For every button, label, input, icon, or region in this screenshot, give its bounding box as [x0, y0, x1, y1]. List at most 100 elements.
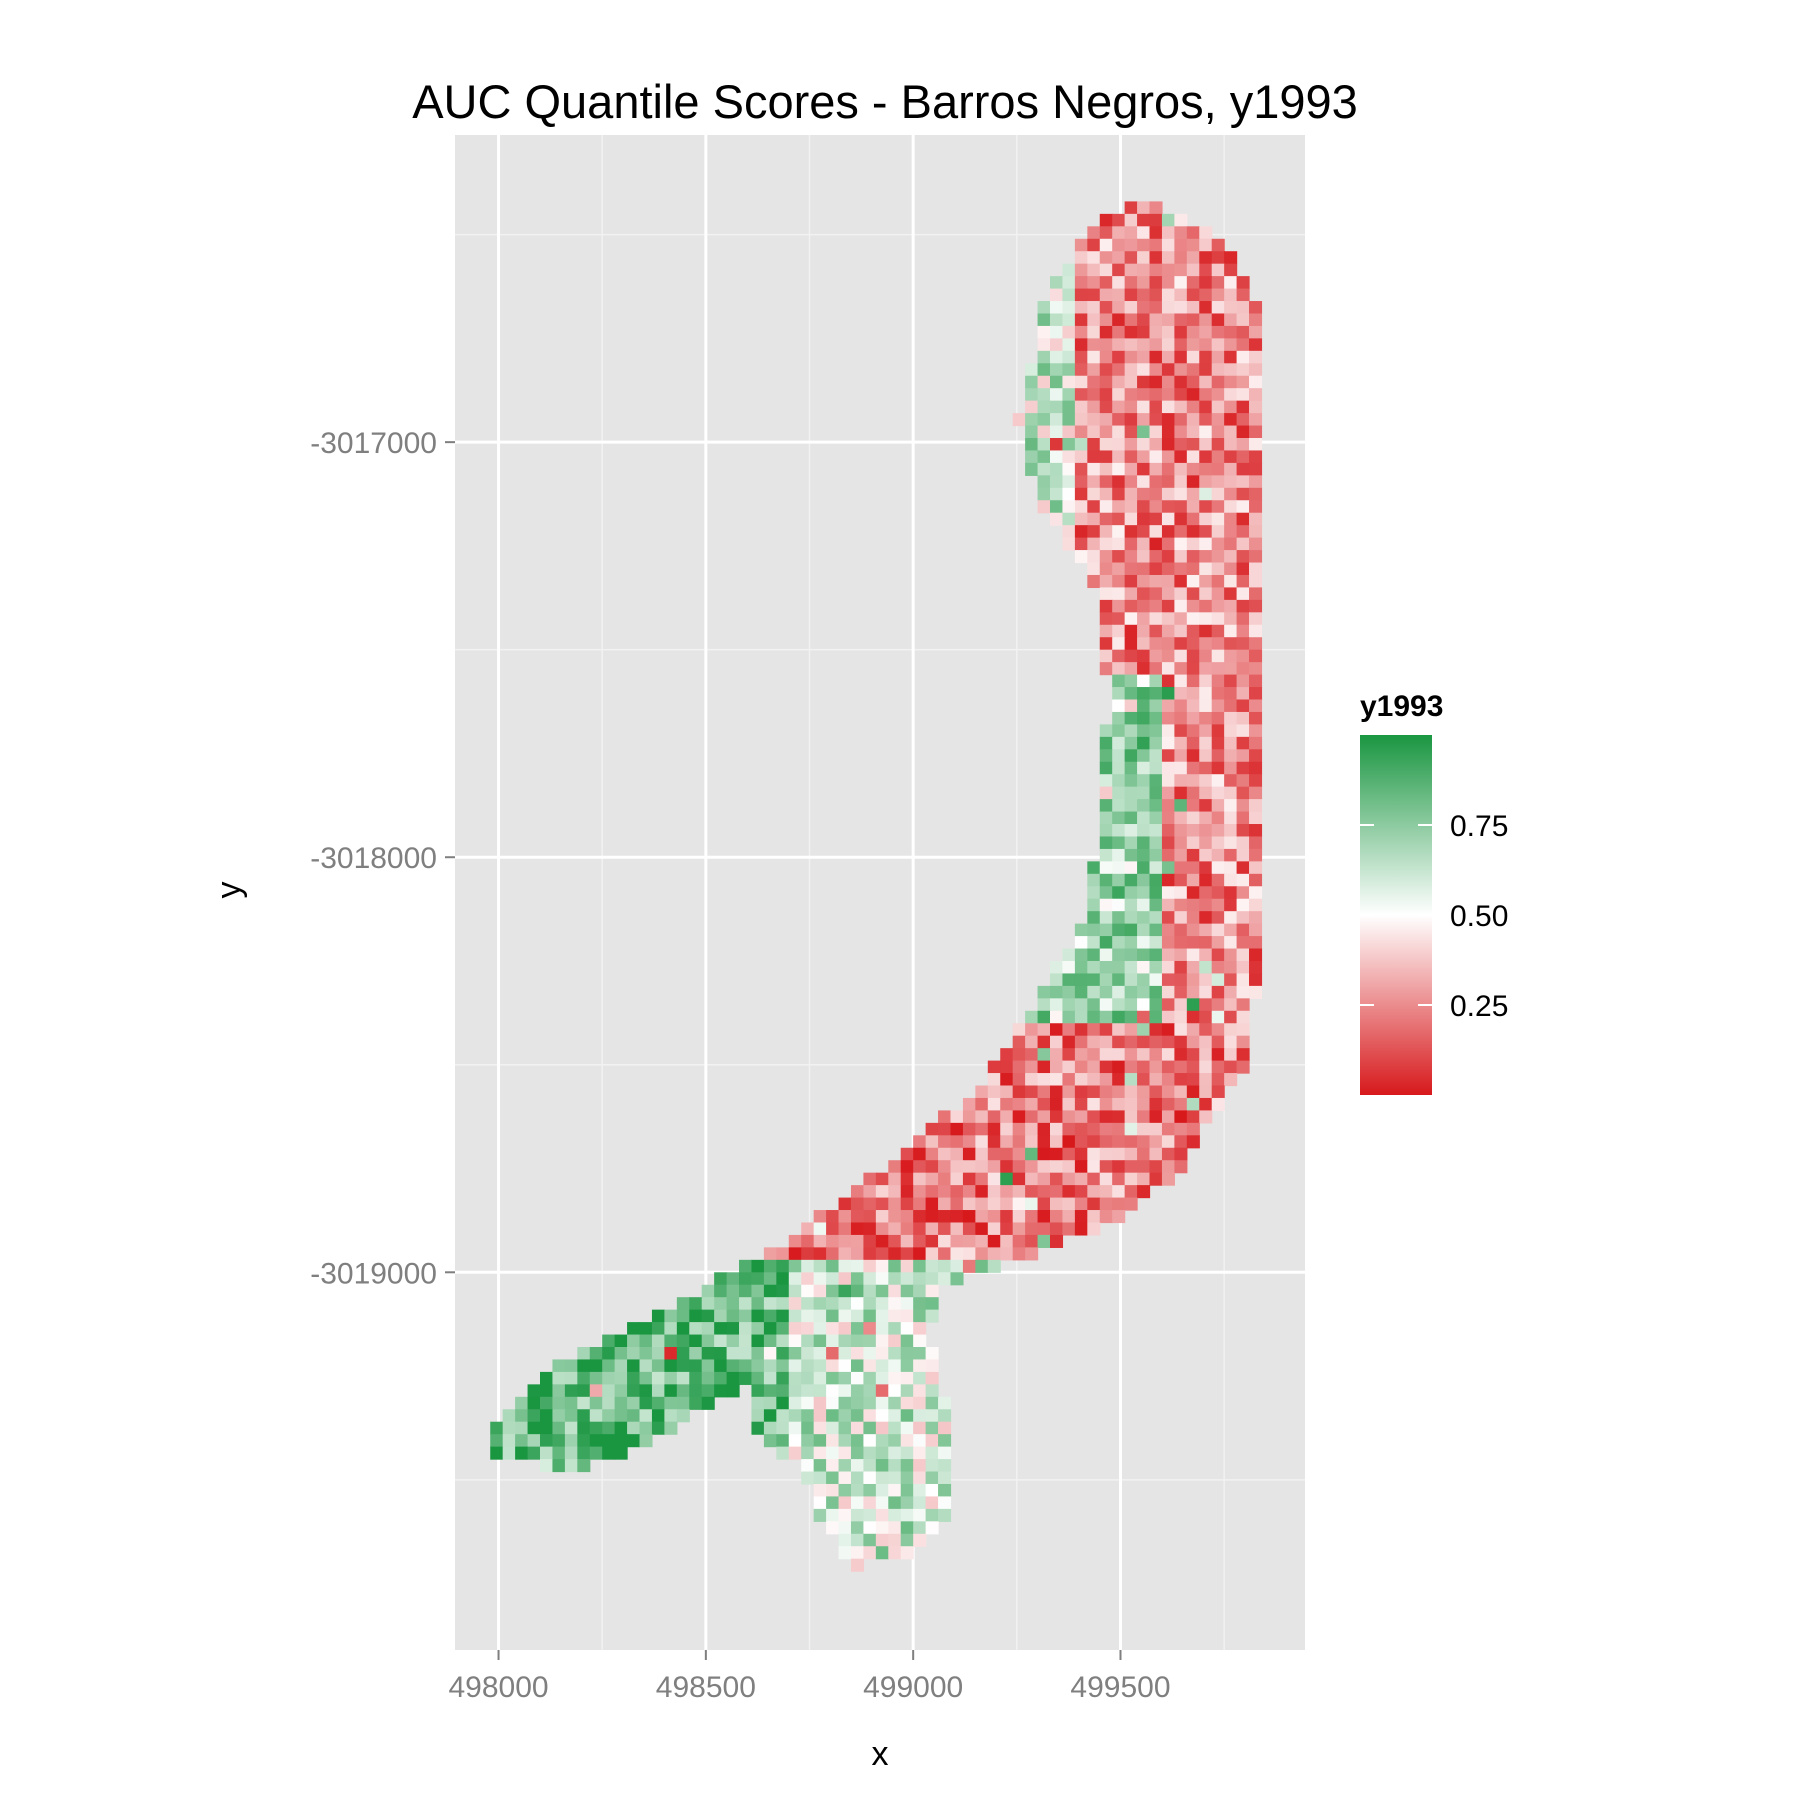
heatmap-cell — [925, 1421, 939, 1435]
heatmap-cell — [1074, 338, 1088, 352]
heatmap-cell — [1099, 301, 1113, 315]
heatmap-cell — [676, 1322, 690, 1336]
heatmap-cell — [1137, 512, 1151, 526]
heatmap-cell — [1137, 612, 1151, 626]
heatmap-cell — [763, 1259, 777, 1273]
heatmap-cell — [1186, 276, 1200, 290]
heatmap-cell — [1074, 1010, 1088, 1024]
heatmap-cell — [1137, 475, 1151, 489]
heatmap-cell — [1099, 562, 1113, 576]
heatmap-cell — [1249, 761, 1263, 775]
heatmap-cell — [1087, 1172, 1101, 1186]
heatmap-cell — [726, 1284, 740, 1298]
heatmap-cell — [1236, 350, 1250, 364]
heatmap-cell — [913, 1409, 927, 1423]
heatmap-cell — [1186, 599, 1200, 613]
heatmap-cell — [1062, 500, 1076, 514]
heatmap-cell — [627, 1384, 641, 1398]
heatmap-cell — [689, 1309, 703, 1323]
heatmap-cell — [1211, 562, 1225, 576]
heatmap-cell — [900, 1359, 914, 1373]
heatmap-cell — [1112, 1085, 1126, 1099]
heatmap-cell — [938, 1197, 952, 1211]
heatmap-cell — [676, 1371, 690, 1385]
heatmap-cell — [1199, 973, 1213, 987]
heatmap-cell — [1249, 960, 1263, 975]
heatmap-cell — [1124, 786, 1138, 800]
heatmap-cell — [863, 1409, 877, 1423]
heatmap-cell — [1236, 848, 1250, 862]
heatmap-cell — [838, 1234, 852, 1248]
heatmap-cell — [1236, 873, 1250, 887]
heatmap-cell — [888, 1533, 902, 1547]
heatmap-cell — [975, 1085, 989, 1099]
heatmap-cell — [1199, 936, 1213, 950]
heatmap-cell — [1211, 550, 1225, 564]
heatmap-cell — [813, 1210, 827, 1224]
x-tick-label: 498500 — [656, 1671, 756, 1704]
heatmap-cell — [739, 1347, 753, 1361]
heatmap-cell — [714, 1309, 728, 1323]
heatmap-cell — [1112, 774, 1126, 788]
heatmap-cell — [1124, 425, 1138, 439]
heatmap-cell — [1137, 263, 1151, 277]
heatmap-cell — [1012, 1048, 1026, 1062]
heatmap-cell — [1174, 624, 1188, 638]
heatmap-cell — [1112, 674, 1126, 688]
heatmap-cell — [1074, 263, 1088, 277]
heatmap-cell — [1224, 873, 1238, 887]
heatmap-cell — [913, 1297, 927, 1311]
heatmap-cell — [1124, 325, 1138, 339]
heatmap-cell — [900, 1322, 914, 1336]
heatmap-cell — [1236, 749, 1250, 763]
heatmap-cell — [639, 1409, 653, 1423]
heatmap-cell — [975, 1135, 989, 1149]
heatmap-cell — [639, 1322, 653, 1336]
heatmap-cell — [1199, 350, 1213, 364]
heatmap-cell — [1211, 774, 1225, 788]
heatmap-cell — [1074, 363, 1088, 377]
heatmap-cell — [1161, 475, 1175, 489]
heatmap-cell — [1000, 1247, 1014, 1261]
heatmap-cell — [701, 1297, 715, 1311]
heatmap-cell — [1236, 936, 1250, 950]
heatmap-cell — [627, 1334, 641, 1348]
heatmap-cell — [987, 1122, 1001, 1136]
heatmap-cell — [1199, 649, 1213, 663]
heatmap-cell — [1149, 1122, 1163, 1136]
heatmap-cell — [1137, 599, 1151, 613]
heatmap-cell — [1249, 985, 1263, 999]
heatmap-cell — [1087, 1122, 1101, 1136]
heatmap-cell — [1149, 898, 1163, 912]
heatmap-cell — [1124, 475, 1138, 489]
heatmap-cell — [1124, 923, 1138, 937]
heatmap-cell — [1224, 736, 1238, 750]
heatmap-cell — [1174, 973, 1188, 987]
heatmap-cell — [1199, 873, 1213, 887]
heatmap-cell — [1161, 861, 1175, 875]
heatmap-cell — [1012, 413, 1026, 427]
heatmap-cell — [888, 1197, 902, 1211]
heatmap-cell — [1050, 313, 1064, 327]
heatmap-cell — [1186, 811, 1200, 825]
heatmap-cell — [1224, 525, 1238, 539]
heatmap-cell — [1099, 811, 1113, 825]
heatmap-cell — [1199, 512, 1213, 526]
heatmap-cell — [838, 1210, 852, 1224]
heatmap-cell — [1124, 301, 1138, 315]
heatmap-cell — [1074, 1048, 1088, 1062]
heatmap-cell — [1112, 873, 1126, 887]
heatmap-cell — [1224, 612, 1238, 626]
heatmap-cell — [1000, 1234, 1014, 1248]
heatmap-cell — [726, 1297, 740, 1311]
heatmap-cell — [1124, 699, 1138, 713]
heatmap-cell — [1211, 786, 1225, 800]
heatmap-cell — [1012, 1247, 1026, 1261]
heatmap-cell — [1236, 960, 1250, 975]
heatmap-cell — [1099, 1023, 1113, 1037]
heatmap-cell — [726, 1309, 740, 1323]
heatmap-cell — [1186, 836, 1200, 850]
heatmap-cell — [627, 1421, 641, 1435]
heatmap-cell — [938, 1272, 952, 1286]
heatmap-cell — [701, 1322, 715, 1336]
